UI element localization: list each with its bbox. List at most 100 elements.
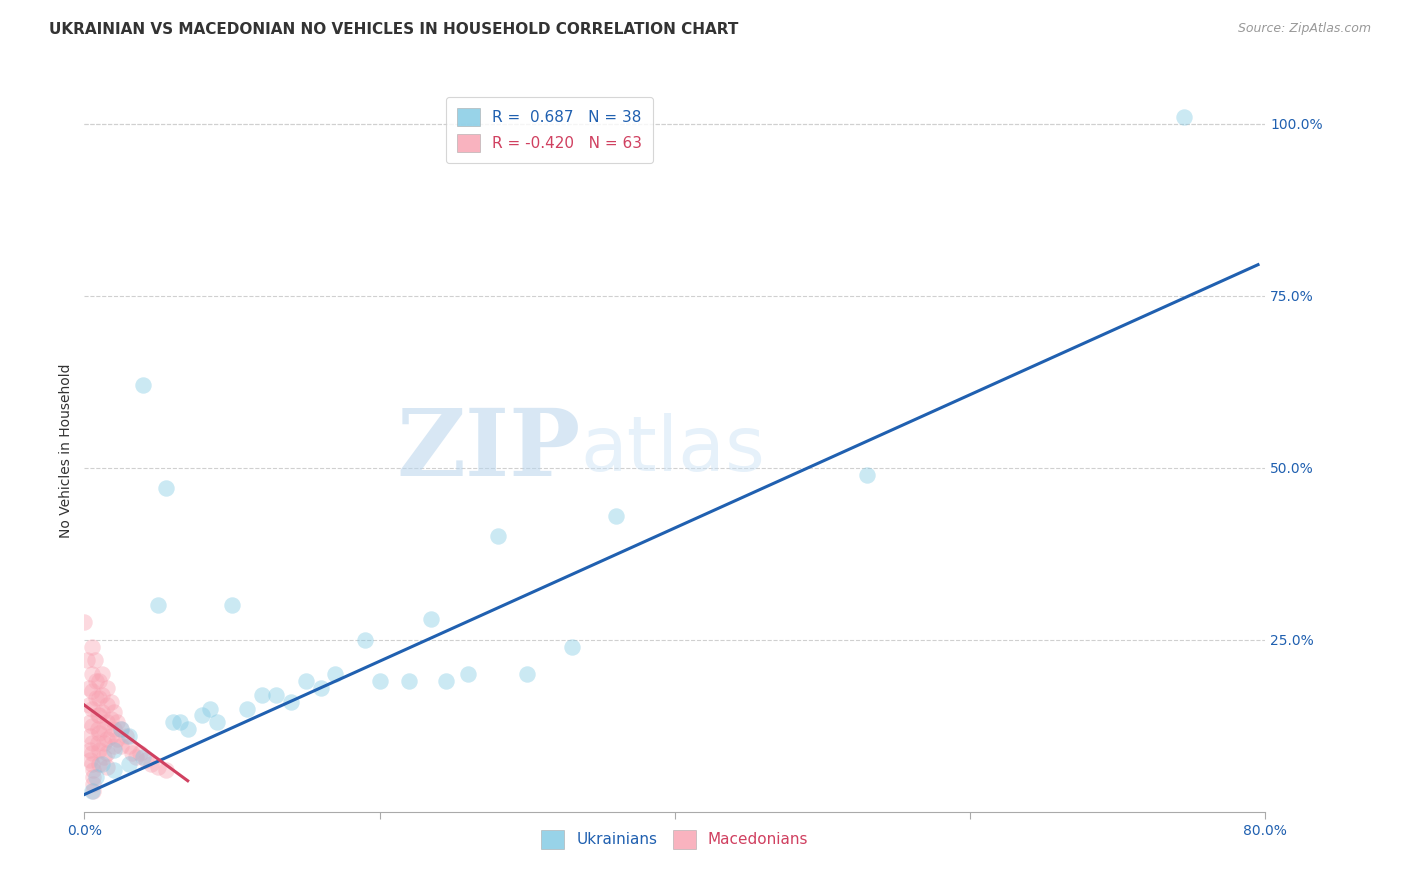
- Point: [82, 764, 104, 778]
- Point: [80, 756, 103, 771]
- Point: [80, 640, 103, 654]
- Point: [80, 684, 103, 698]
- Point: [96, 698, 118, 712]
- Point: [96, 681, 118, 695]
- Point: [82, 784, 104, 798]
- Text: ZIP: ZIP: [396, 406, 581, 495]
- Point: [280, 695, 302, 709]
- Point: [266, 688, 288, 702]
- Point: [309, 681, 332, 695]
- Point: [236, 701, 259, 715]
- Point: [105, 732, 128, 747]
- Point: [420, 612, 443, 626]
- Point: [125, 749, 148, 764]
- Point: [169, 715, 191, 730]
- Point: [76, 653, 98, 667]
- Point: [110, 722, 132, 736]
- Point: [155, 481, 177, 495]
- Point: [87, 756, 111, 771]
- Point: [93, 736, 115, 750]
- Point: [118, 756, 141, 771]
- Text: UKRAINIAN VS MACEDONIAN NO VEHICLES IN HOUSEHOLD CORRELATION CHART: UKRAINIAN VS MACEDONIAN NO VEHICLES IN H…: [49, 22, 738, 37]
- Point: [198, 701, 221, 715]
- Point: [80, 719, 103, 733]
- Point: [135, 753, 157, 767]
- Point: [100, 695, 122, 709]
- Point: [103, 739, 125, 754]
- Point: [87, 708, 111, 723]
- Point: [87, 725, 111, 739]
- Point: [87, 743, 111, 757]
- Point: [73, 615, 96, 630]
- Point: [162, 715, 184, 730]
- Point: [80, 736, 103, 750]
- Point: [86, 736, 108, 750]
- Point: [84, 691, 107, 706]
- Point: [77, 681, 100, 695]
- Point: [114, 729, 136, 743]
- Point: [80, 667, 103, 681]
- Point: [79, 753, 101, 767]
- Point: [79, 743, 101, 757]
- Point: [84, 673, 107, 688]
- Point: [250, 688, 273, 702]
- Point: [77, 698, 100, 712]
- Point: [325, 667, 347, 681]
- Point: [148, 599, 170, 613]
- Text: Source: ZipAtlas.com: Source: ZipAtlas.com: [1237, 22, 1371, 36]
- Point: [457, 667, 479, 681]
- Point: [118, 729, 141, 743]
- Point: [434, 673, 457, 688]
- Point: [148, 760, 170, 774]
- Text: atlas: atlas: [581, 414, 765, 487]
- Point: [100, 712, 122, 726]
- Point: [129, 746, 152, 760]
- Point: [103, 722, 125, 736]
- Point: [91, 667, 114, 681]
- Point: [191, 708, 214, 723]
- Point: [103, 764, 125, 778]
- Point: [96, 760, 118, 774]
- Point: [80, 784, 103, 798]
- Point: [118, 739, 141, 754]
- Point: [87, 673, 111, 688]
- Point: [155, 764, 177, 778]
- Point: [132, 378, 155, 392]
- Point: [79, 729, 101, 743]
- Point: [354, 632, 377, 647]
- Point: [177, 722, 200, 736]
- Y-axis label: No Vehicles in Household: No Vehicles in Household: [59, 363, 73, 538]
- Point: [1173, 110, 1195, 124]
- Point: [207, 715, 229, 730]
- Point: [139, 756, 162, 771]
- Point: [86, 708, 108, 723]
- Point: [110, 722, 132, 736]
- Point: [91, 756, 114, 771]
- Point: [121, 746, 143, 760]
- Point: [79, 715, 101, 730]
- Point: [398, 673, 420, 688]
- Point: [83, 653, 105, 667]
- Point: [110, 739, 132, 754]
- Point: [86, 722, 108, 736]
- Point: [91, 705, 114, 719]
- Point: [84, 770, 107, 784]
- Point: [82, 777, 104, 791]
- Point: [96, 732, 118, 747]
- Point: [132, 749, 155, 764]
- Point: [856, 467, 879, 482]
- Point: [103, 743, 125, 757]
- Point: [221, 599, 243, 613]
- Point: [368, 673, 391, 688]
- Point: [80, 701, 103, 715]
- Point: [516, 667, 538, 681]
- Point: [486, 529, 509, 543]
- Point: [93, 749, 115, 764]
- Point: [96, 746, 118, 760]
- Point: [82, 770, 104, 784]
- Point: [295, 673, 318, 688]
- Point: [80, 746, 103, 760]
- Point: [87, 691, 111, 706]
- Legend: Ukrainians, Macedonians: Ukrainians, Macedonians: [536, 824, 814, 855]
- Point: [93, 722, 115, 736]
